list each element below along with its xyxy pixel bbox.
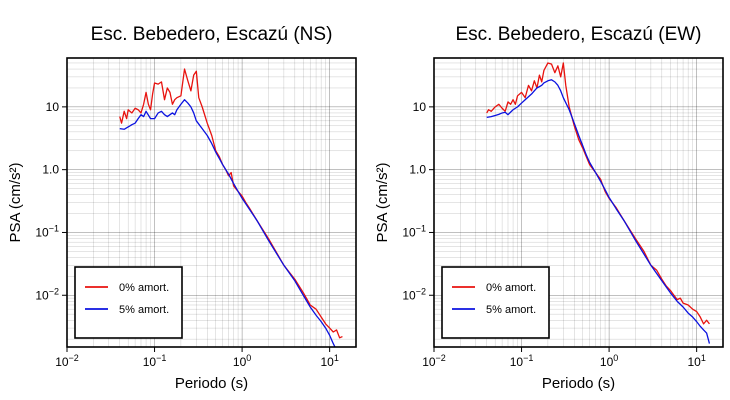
x-tick-label: 10−1 [143,353,167,369]
y-tick-label: 10−1 [402,223,426,239]
y-tick-label: 10−2 [35,286,59,302]
x-tick-label: 10−2 [422,353,446,369]
x-tick-label: 101 [320,353,338,369]
series-line-1 [119,99,336,348]
y-tick-label: 10−2 [402,286,426,302]
y-tick-label: 10 [413,100,427,114]
legend-entry: 5% amort. [119,304,169,316]
x-tick-label: 10−1 [510,353,534,369]
series-line-1 [486,79,711,344]
legend: 0% amort. 5% amort. [441,266,550,339]
series-line-0 [119,68,343,339]
chart-panel-1: 10−2 10−1 100 101 10−2 10−1 1.0 10 Esc. Bebedero… [374,24,724,392]
chart-panel-0: 10−2 10−1 100 101 10−2 10−1 1.0 10 Esc. Bebedero… [7,24,357,392]
y-axis-label: PSA (cm/s²) [374,162,391,242]
y-tick-label: 10−1 [35,223,59,239]
plot-frame [66,57,357,348]
chart-title: Esc. Bebedero, Escazú (EW) [455,24,701,45]
grid [66,57,357,347]
y-axis-label: PSA (cm/s²) [7,162,24,242]
x-tick-label: 100 [233,353,251,369]
y-tick-label: 10 [46,100,60,114]
x-tick-label: 100 [600,353,618,369]
x-axis-label: Periodo (s) [175,375,248,392]
legend: 0% amort. 5% amort. [74,266,183,339]
chart-title: Esc. Bebedero, Escazú (NS) [91,24,333,45]
legend-entry: 0% amort. [486,282,536,294]
legend-box [441,266,550,339]
x-tick-label: 10−2 [55,353,79,369]
legend-entry: 5% amort. [486,304,536,316]
legend-box [74,266,183,339]
x-tick-label: 101 [687,353,705,369]
x-axis-label: Periodo (s) [542,375,615,392]
plot-frame [433,57,724,348]
legend-entry: 0% amort. [119,282,169,294]
y-tick-label: 1.0 [42,163,59,177]
y-tick-label: 1.0 [409,163,426,177]
